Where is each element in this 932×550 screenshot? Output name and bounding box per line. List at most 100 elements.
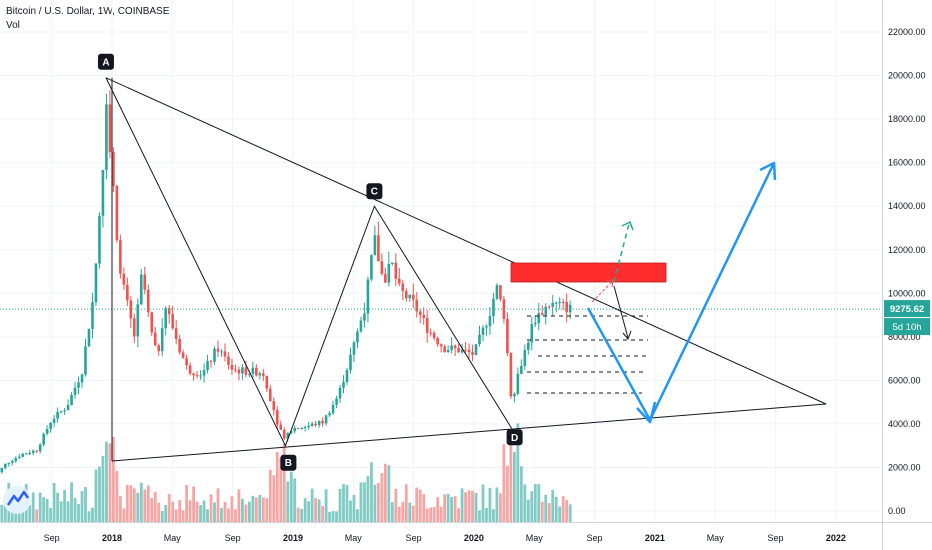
volume-bar bbox=[544, 494, 548, 522]
candle-body bbox=[230, 364, 234, 370]
candle-body bbox=[164, 308, 167, 329]
candle-body bbox=[45, 429, 49, 434]
candle-body bbox=[523, 349, 527, 366]
volume-bar bbox=[153, 491, 157, 522]
projection-arrow-low-head bbox=[636, 401, 657, 424]
volume-bar bbox=[160, 510, 164, 522]
volume-bar bbox=[108, 443, 112, 522]
x-tick-label: May bbox=[345, 533, 363, 543]
candle-body bbox=[366, 279, 370, 314]
candle-body bbox=[363, 313, 366, 321]
candle-body bbox=[38, 444, 42, 452]
tradingview-logo bbox=[3, 486, 31, 514]
volume-bar bbox=[328, 511, 331, 522]
y-tick-label: 10000.00 bbox=[888, 288, 926, 298]
volume-bar bbox=[303, 498, 307, 522]
volume-bar bbox=[425, 508, 429, 522]
y-tick-label: 14000.00 bbox=[888, 201, 926, 211]
volume-bar bbox=[432, 507, 436, 522]
candle-body bbox=[370, 255, 373, 280]
volume-bar bbox=[467, 490, 471, 522]
candle-body bbox=[216, 348, 220, 352]
candle-body bbox=[307, 425, 310, 427]
volume-bar bbox=[3, 497, 7, 522]
candle-body bbox=[331, 404, 335, 414]
volume-bar bbox=[139, 482, 143, 522]
candle-body bbox=[492, 298, 495, 317]
volume-bar bbox=[314, 498, 318, 522]
candle-body bbox=[126, 284, 129, 301]
volume-bar bbox=[122, 508, 126, 522]
volume-bar bbox=[282, 444, 286, 522]
candle-body bbox=[464, 349, 467, 351]
candle-body bbox=[35, 450, 38, 452]
volume-bar bbox=[331, 511, 335, 522]
x-tick-label: May bbox=[164, 533, 182, 543]
x-tick-label: May bbox=[526, 533, 544, 543]
candle-body bbox=[119, 240, 122, 274]
volume-bar bbox=[143, 489, 147, 522]
volume-bar bbox=[84, 487, 87, 522]
y-tick-label: 12000.00 bbox=[888, 245, 926, 255]
forecast-dashed-green bbox=[613, 223, 630, 283]
volume-bar bbox=[293, 478, 297, 522]
volume-bar bbox=[56, 492, 60, 522]
volume-bar bbox=[488, 487, 492, 522]
point-label: B bbox=[285, 458, 292, 469]
candle-body bbox=[436, 338, 439, 345]
candle-body bbox=[338, 387, 342, 399]
candle-body bbox=[499, 285, 502, 300]
volume-bar bbox=[404, 484, 408, 522]
volume-bar bbox=[150, 497, 154, 522]
volume-bar bbox=[411, 505, 415, 522]
y-tick-label: 2000.00 bbox=[888, 462, 921, 472]
volume-bar bbox=[533, 484, 537, 522]
volume-bar bbox=[209, 494, 213, 522]
x-tick-label: Sep bbox=[44, 533, 60, 543]
volume-bar bbox=[387, 465, 391, 522]
candle-body bbox=[171, 314, 174, 329]
candle-body bbox=[439, 344, 443, 347]
volume-bar bbox=[568, 504, 572, 522]
volume-bar bbox=[540, 501, 544, 522]
candle-body bbox=[352, 342, 356, 355]
volume-bar bbox=[383, 463, 387, 522]
forecast-green-arrowhead bbox=[621, 220, 634, 231]
price-badge-group: 9275.62 5d 10h bbox=[884, 300, 930, 336]
candle-body bbox=[356, 331, 359, 343]
volume-bar bbox=[199, 505, 202, 522]
volume-bar bbox=[35, 509, 39, 522]
volume-bar bbox=[213, 502, 216, 522]
volume-bar bbox=[481, 484, 485, 522]
volume-bar bbox=[453, 496, 457, 522]
y-tick-label: 20000.00 bbox=[888, 71, 926, 81]
current-price-badge bbox=[884, 300, 930, 318]
candle-body bbox=[408, 294, 412, 299]
volume-bar bbox=[439, 506, 443, 522]
candle-body bbox=[540, 313, 544, 316]
volume-bar bbox=[10, 506, 14, 522]
candle-body bbox=[153, 332, 157, 346]
candle-body bbox=[561, 302, 565, 304]
volume-bar bbox=[275, 451, 279, 522]
candle-body bbox=[275, 410, 279, 425]
candle-body bbox=[335, 398, 338, 405]
volume-bar bbox=[547, 503, 551, 522]
volume-bar bbox=[478, 510, 481, 522]
volume-bar bbox=[352, 494, 356, 522]
volume-bar bbox=[188, 500, 192, 522]
candle-body bbox=[94, 263, 98, 303]
candle-body bbox=[188, 365, 192, 374]
candle-body bbox=[112, 151, 115, 186]
candle-body bbox=[394, 262, 398, 279]
candle-body bbox=[91, 302, 94, 329]
volume-bar bbox=[519, 466, 523, 522]
candle-body bbox=[516, 373, 520, 394]
volume-bar bbox=[286, 481, 290, 522]
candle-body bbox=[213, 348, 216, 362]
volume-bar bbox=[251, 495, 255, 522]
volume-bar bbox=[227, 508, 230, 522]
volume-bar bbox=[174, 509, 178, 522]
